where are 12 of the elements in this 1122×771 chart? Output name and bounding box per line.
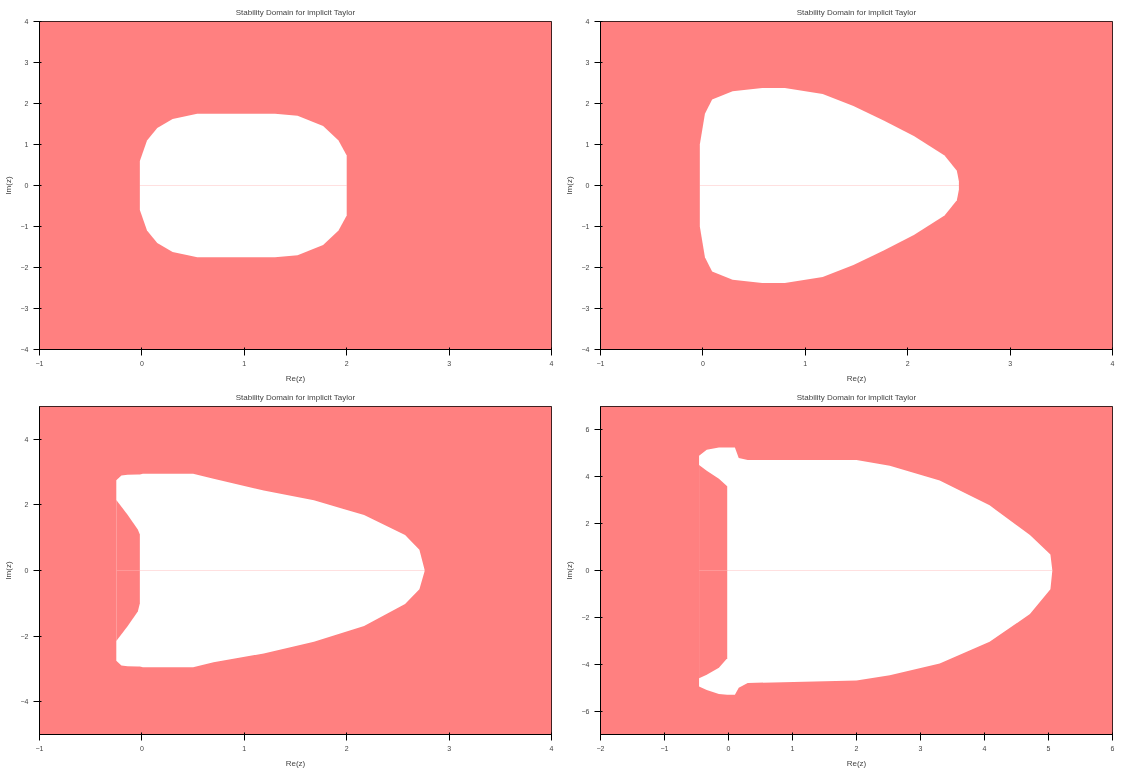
y-axis-title: Im(z) xyxy=(564,176,574,195)
chart-title: Stability Domain for implicit Taylor xyxy=(235,7,356,17)
y-axis-title: Im(z) xyxy=(564,561,574,580)
x-axis-title: Re(z) xyxy=(846,758,867,768)
x-axis-title: Re(z) xyxy=(846,373,867,383)
x-axis-title: Re(z) xyxy=(285,373,306,383)
chart-title: Stability Domain for implicit Taylor xyxy=(796,392,917,402)
y-axis-title: Im(z) xyxy=(3,176,13,195)
chart-title: Stability Domain for implicit Taylor xyxy=(235,392,356,402)
y-axis-title: Im(z) xyxy=(3,561,13,580)
x-axis-title: Re(z) xyxy=(285,758,306,768)
chart-title: Stability Domain for implicit Taylor xyxy=(796,7,917,17)
